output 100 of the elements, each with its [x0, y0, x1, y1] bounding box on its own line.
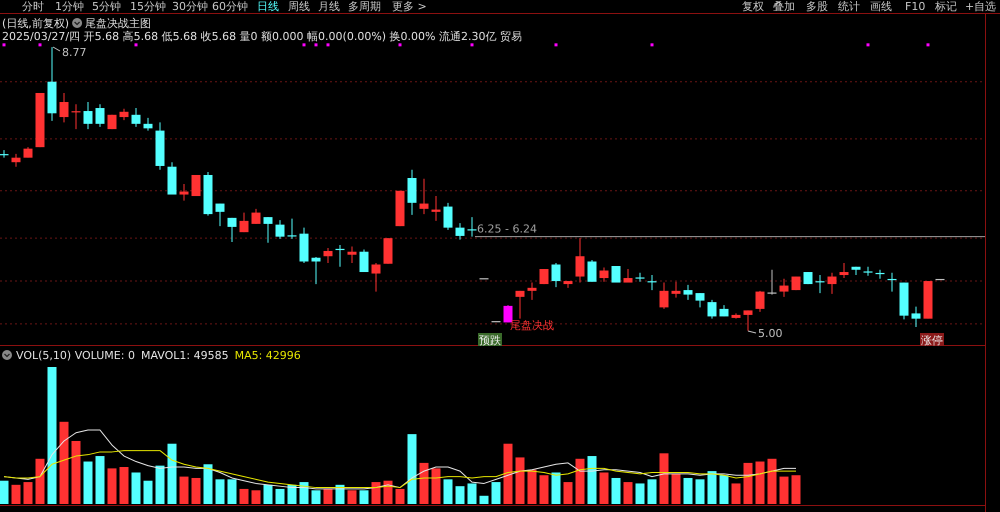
- text: 标记: [934, 0, 957, 13]
- bar: [576, 458, 584, 504]
- bar: [684, 478, 692, 504]
- candlestick: [456, 222, 464, 240]
- candlestick: [684, 284, 692, 300]
- candlestick: [540, 268, 548, 285]
- text: 分时: [22, 0, 44, 13]
- bar: [456, 486, 464, 504]
- candlestick: [840, 262, 848, 279]
- candlestick: [912, 306, 920, 328]
- text: 统计: [838, 0, 860, 13]
- candlestick: [444, 202, 452, 230]
- candlestick: [720, 304, 728, 317]
- bar: [756, 462, 764, 504]
- candlestick: [372, 262, 380, 292]
- text: F10: [905, 0, 926, 13]
- candlestick: [708, 299, 716, 320]
- bar: [144, 480, 152, 504]
- chart-subtitle: 尾盘决战主图: [85, 17, 152, 30]
- bar: [216, 479, 224, 504]
- candlestick: [240, 212, 248, 233]
- candlestick: [672, 281, 680, 298]
- bar: [480, 496, 488, 504]
- candlestick: [276, 220, 284, 240]
- candlestick: [600, 267, 608, 282]
- bar: [636, 483, 644, 504]
- text: 叠加: [773, 0, 795, 13]
- text: 5分钟: [92, 0, 121, 13]
- candlestick: [348, 246, 356, 264]
- text: +自选: [965, 0, 996, 13]
- text: 30分钟: [172, 0, 208, 13]
- bar: [12, 484, 20, 504]
- bar: [132, 472, 140, 504]
- bar: [276, 488, 284, 504]
- candlestick: [432, 196, 440, 222]
- bar: [540, 475, 548, 504]
- candlestick: [120, 108, 128, 121]
- candlestick: [516, 290, 524, 320]
- candlestick: [828, 272, 836, 294]
- candlestick: [12, 153, 20, 168]
- bar: [600, 472, 608, 504]
- text: 画线: [870, 0, 892, 13]
- candlestick: [696, 292, 704, 308]
- candlestick: [84, 102, 92, 130]
- bar: [432, 468, 440, 504]
- bar: [564, 482, 572, 504]
- bar: [372, 482, 380, 504]
- candlestick: [624, 268, 632, 284]
- text: 更多 >: [392, 0, 427, 13]
- bar: [60, 422, 68, 504]
- bar: [0, 480, 8, 504]
- bar: [108, 468, 116, 504]
- candlestick: [60, 92, 68, 123]
- bar: [396, 488, 404, 504]
- text: 15分钟: [130, 0, 166, 13]
- candlestick: [96, 104, 104, 128]
- text: MA5: 42996: [234, 349, 301, 362]
- candlestick: [252, 208, 260, 224]
- text: 月线: [318, 0, 340, 13]
- bar: [228, 479, 236, 504]
- bar: [36, 458, 44, 504]
- bar: [516, 457, 524, 504]
- text: MAVOL1: 49585: [140, 349, 229, 362]
- candlestick: [228, 217, 236, 242]
- candlestick: [780, 278, 788, 298]
- bar: [720, 475, 728, 504]
- bar: [360, 490, 368, 504]
- candlestick: [744, 310, 752, 332]
- text: 60分钟: [212, 0, 248, 13]
- annotation: 涨停: [921, 334, 943, 347]
- bar: [264, 484, 272, 504]
- candlestick: [216, 203, 224, 227]
- bar: [252, 490, 260, 504]
- candlestick: [804, 272, 812, 285]
- bar: [120, 467, 128, 504]
- annotation: 预跌: [479, 334, 501, 347]
- bar: [420, 462, 428, 504]
- bar: [612, 478, 620, 504]
- candlestick: [180, 184, 188, 202]
- bar: [384, 480, 392, 504]
- candlestick: [612, 266, 620, 283]
- candlestick: [528, 282, 536, 300]
- ref-line-label: 6.25 - 6.24: [477, 222, 537, 236]
- bar: [324, 488, 332, 504]
- bar: [84, 462, 92, 504]
- bar: [288, 484, 296, 504]
- candlestick: [576, 238, 584, 284]
- bar: [768, 458, 776, 504]
- candlestick: [420, 178, 428, 215]
- bar: [780, 476, 788, 504]
- candlestick: [144, 117, 152, 132]
- bar: [408, 434, 416, 504]
- text: 日线: [257, 0, 279, 13]
- bar: [504, 444, 512, 504]
- bar: [240, 488, 248, 504]
- candlestick: [588, 259, 596, 282]
- annotation: 5.00: [758, 327, 782, 340]
- bar: [204, 464, 212, 504]
- candlestick: [756, 290, 764, 312]
- annotation: 2025/03/27/四 开5.68 高5.68 低5.68 收5.68 量0 额0.000 幅0.00(0.00%) 换0.00% 流通2.30亿 贸易: [2, 30, 522, 43]
